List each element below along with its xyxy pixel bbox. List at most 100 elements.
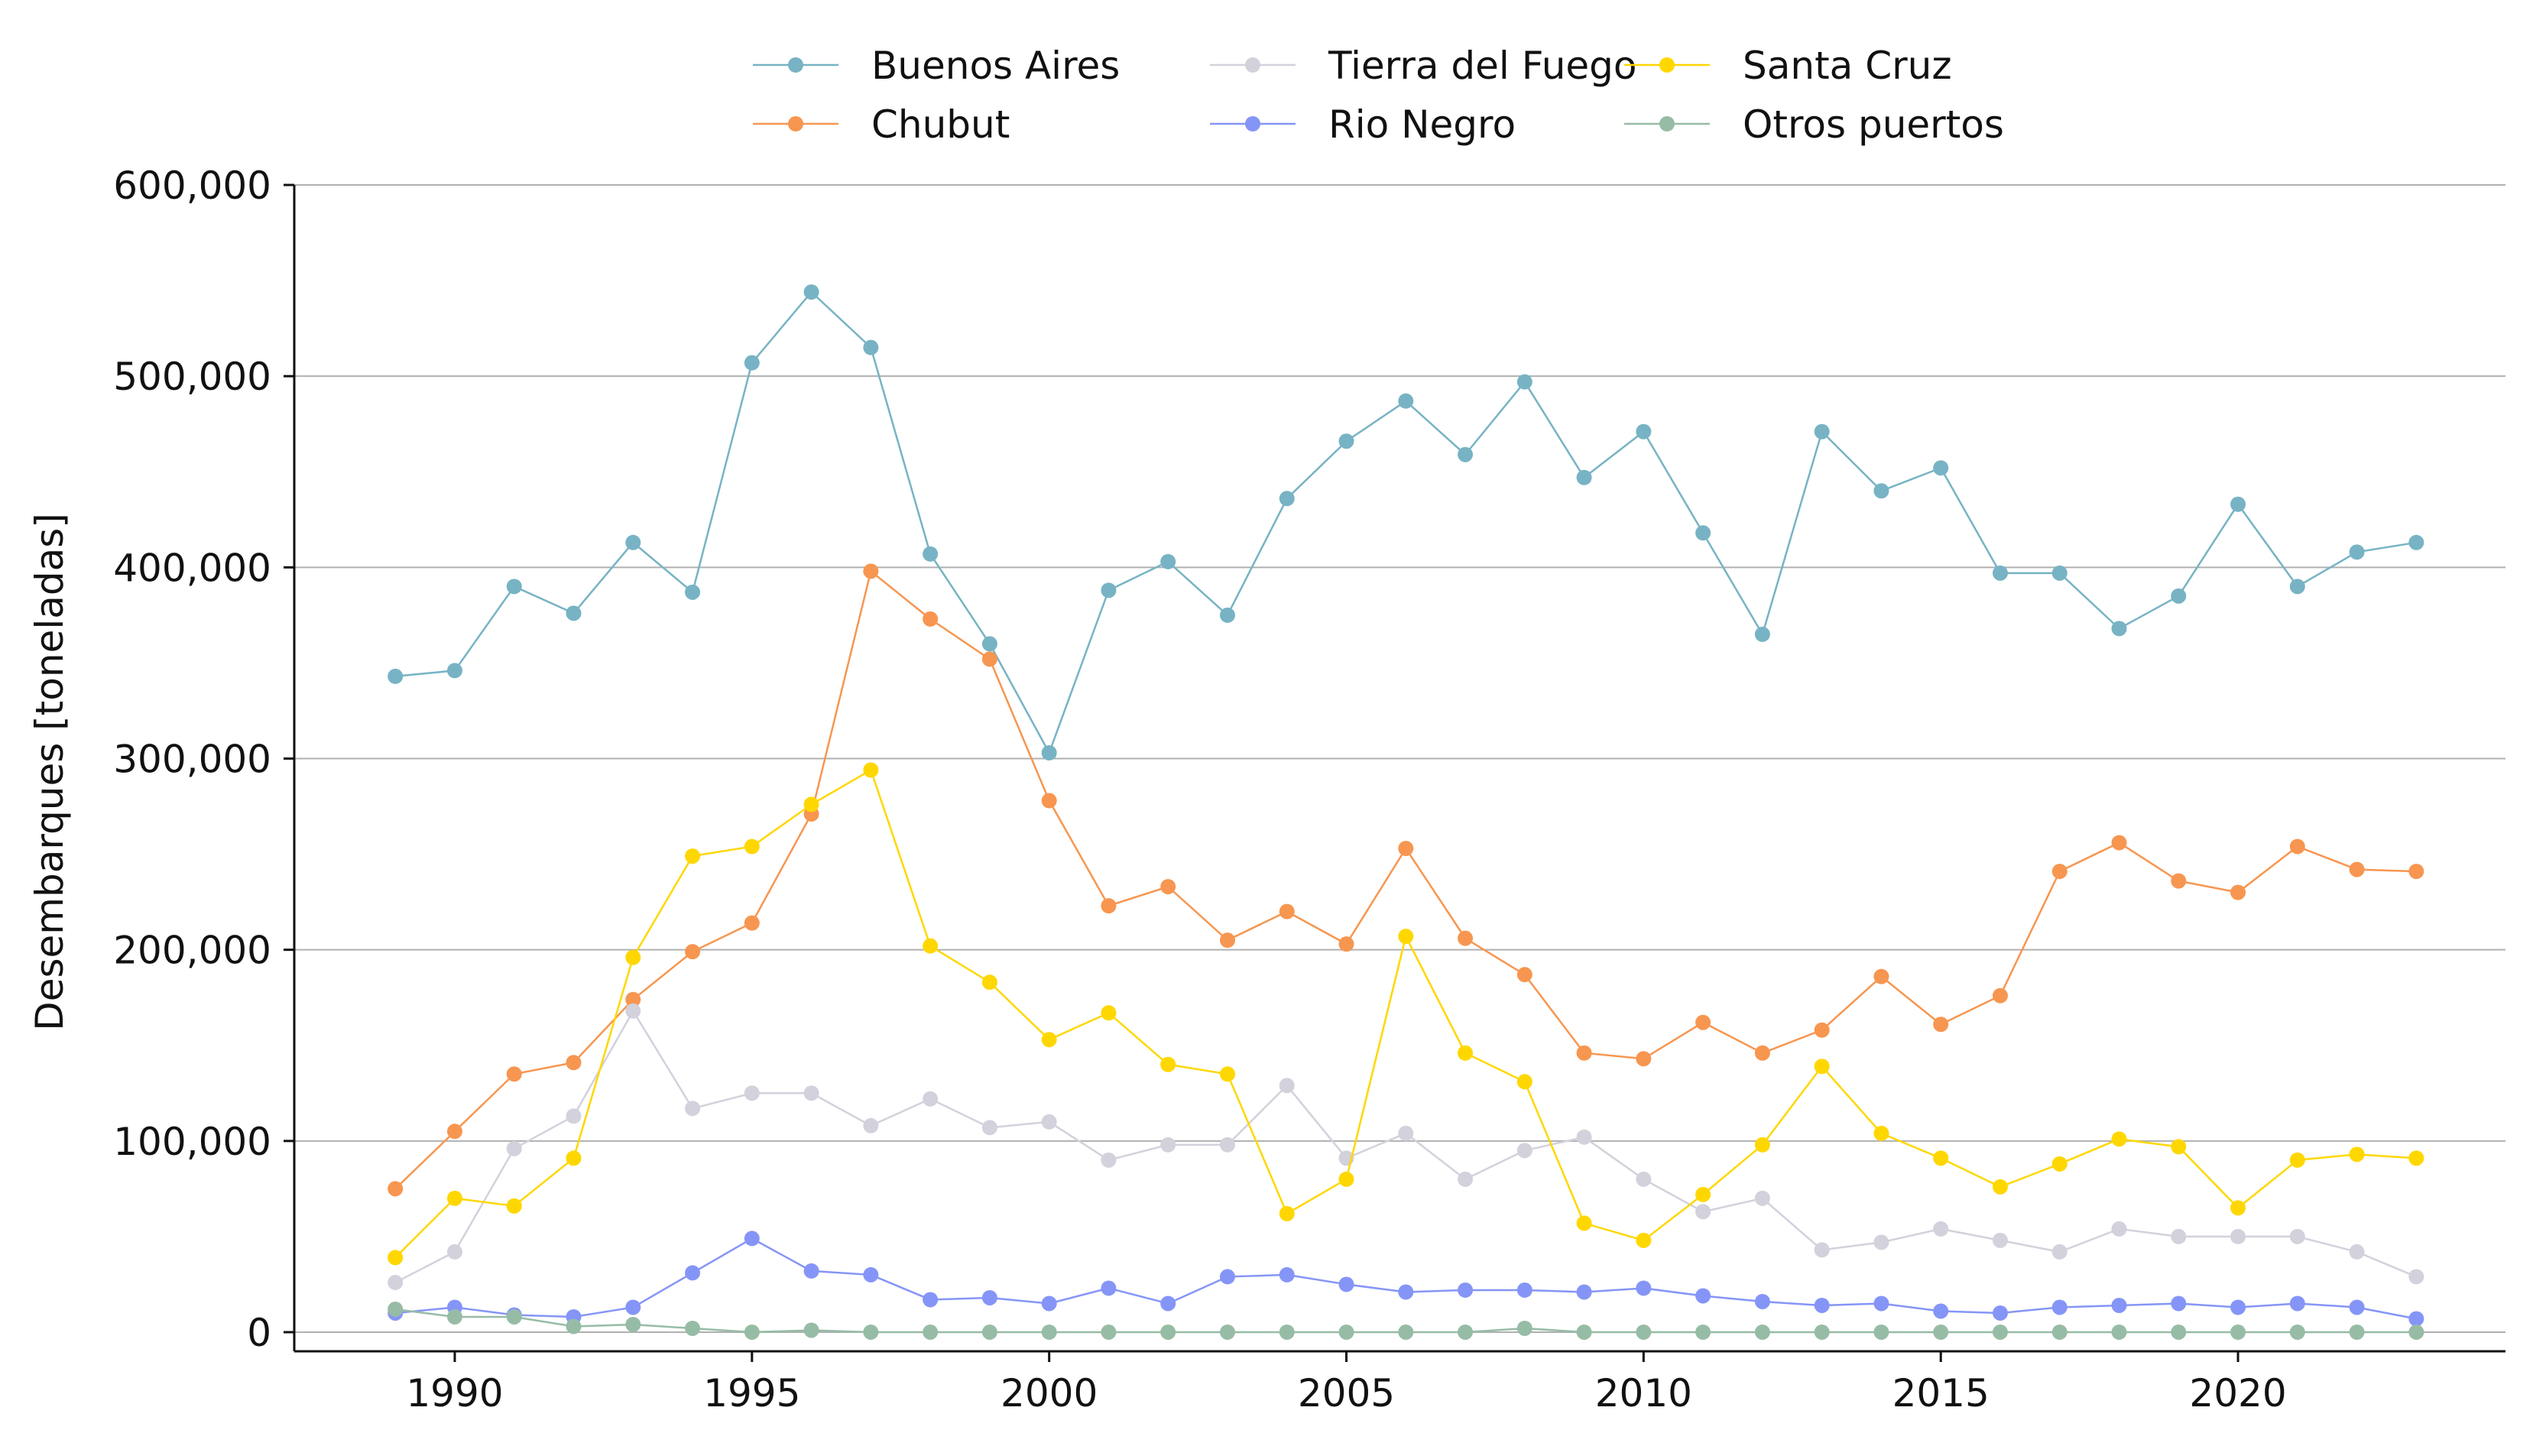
data-point xyxy=(1101,1152,1117,1168)
data-point xyxy=(2111,621,2127,637)
data-point xyxy=(1636,1324,1652,1340)
y-tick-label: 300,000 xyxy=(113,737,271,781)
data-point xyxy=(1516,1320,1532,1336)
data-point xyxy=(388,1250,404,1266)
data-point xyxy=(744,355,760,371)
data-point xyxy=(744,915,760,931)
data-point xyxy=(2051,1299,2068,1315)
data-point xyxy=(1636,1232,1652,1248)
data-point xyxy=(2230,1200,2246,1216)
series-line xyxy=(395,290,2417,756)
data-point xyxy=(1458,1045,1474,1061)
data-point xyxy=(1636,1051,1652,1067)
data-point xyxy=(625,1316,641,1332)
data-point xyxy=(685,1101,701,1117)
legend-entry: Otros puertos xyxy=(1624,102,2004,147)
data-point xyxy=(1754,1324,1770,1340)
y-tick-label: 0 xyxy=(247,1311,271,1355)
data-point xyxy=(1101,1280,1117,1296)
data-point xyxy=(2111,1297,2127,1313)
data-point xyxy=(1814,1022,1830,1038)
data-point xyxy=(566,1055,582,1071)
data-point xyxy=(1398,1125,1414,1141)
data-point xyxy=(2230,1228,2246,1244)
data-point xyxy=(388,1301,404,1317)
data-point xyxy=(1279,1078,1295,1094)
data-point xyxy=(1338,1171,1354,1187)
data-point xyxy=(1160,879,1176,895)
data-point xyxy=(1933,1303,1949,1319)
data-point xyxy=(1160,553,1176,569)
data-point xyxy=(1101,1005,1117,1021)
data-point xyxy=(1219,1269,1235,1285)
data-point xyxy=(1398,929,1414,945)
data-point xyxy=(625,1299,641,1315)
x-tick-label: 2020 xyxy=(2189,1371,2286,1415)
data-point xyxy=(2289,1228,2305,1244)
data-point xyxy=(1754,1293,1770,1309)
legend-entry: Rio Negro xyxy=(1210,102,1516,147)
data-point xyxy=(2051,1244,2068,1260)
data-point xyxy=(1814,1242,1830,1258)
data-point xyxy=(744,838,760,854)
data-point xyxy=(1695,1014,1711,1030)
data-point xyxy=(1219,1066,1235,1082)
axes xyxy=(293,185,2505,1353)
data-point xyxy=(1576,1129,1592,1145)
data-point xyxy=(1279,1205,1295,1221)
data-point xyxy=(566,1318,582,1334)
data-point xyxy=(2051,864,2068,880)
series-chubut xyxy=(388,563,2424,1197)
data-point xyxy=(685,1320,701,1336)
data-point xyxy=(1338,433,1354,449)
legend-label: Buenos Aires xyxy=(871,44,1120,88)
series-tierra-del-fuego xyxy=(388,1003,2424,1290)
x-tick-label: 1995 xyxy=(703,1371,800,1415)
data-point xyxy=(2230,496,2246,512)
data-point xyxy=(1279,903,1295,919)
data-point xyxy=(1933,1324,1949,1340)
data-point xyxy=(1636,423,1652,439)
data-point xyxy=(923,1292,939,1308)
data-point xyxy=(2111,1221,2127,1237)
legend-entry: Chubut xyxy=(753,102,1010,147)
x-tick-label: 2000 xyxy=(1001,1371,1098,1415)
data-point xyxy=(744,1231,760,1247)
data-point xyxy=(981,1289,997,1305)
data-point xyxy=(803,796,819,812)
data-point xyxy=(566,605,582,621)
x-tick-label: 1990 xyxy=(406,1371,503,1415)
data-point xyxy=(2051,1324,2068,1340)
data-point xyxy=(506,1140,522,1156)
data-point xyxy=(506,579,522,595)
data-point xyxy=(1754,1045,1770,1061)
data-point xyxy=(685,944,701,960)
data-point xyxy=(1398,841,1414,857)
legend-entry: Santa Cruz xyxy=(1624,44,1952,88)
data-point xyxy=(981,636,997,652)
data-point xyxy=(1873,1125,1889,1141)
data-point xyxy=(1041,1295,1057,1312)
data-point xyxy=(1516,374,1532,390)
data-point xyxy=(923,611,939,627)
data-point xyxy=(2349,1146,2365,1163)
data-point xyxy=(1160,1324,1176,1340)
y-tick-label: 500,000 xyxy=(113,355,271,399)
data-point xyxy=(1814,1324,1830,1340)
y-tick-label: 400,000 xyxy=(113,546,271,590)
data-point xyxy=(1458,1171,1474,1187)
data-point xyxy=(2171,873,2187,889)
data-point xyxy=(923,1324,939,1340)
y-axis-title: Desembarques [toneladas] xyxy=(28,513,72,1031)
data-point xyxy=(863,563,879,579)
data-point xyxy=(1814,423,1830,439)
legend-label: Chubut xyxy=(871,102,1010,147)
legend-swatch-marker xyxy=(1245,116,1260,131)
data-point xyxy=(1873,1295,1889,1312)
data-point xyxy=(1279,1324,1295,1340)
data-point xyxy=(1516,1282,1532,1298)
series-buenos-aires xyxy=(388,284,2424,760)
data-point xyxy=(1398,1284,1414,1300)
data-point xyxy=(2171,1228,2187,1244)
gridlines xyxy=(294,184,2505,1333)
